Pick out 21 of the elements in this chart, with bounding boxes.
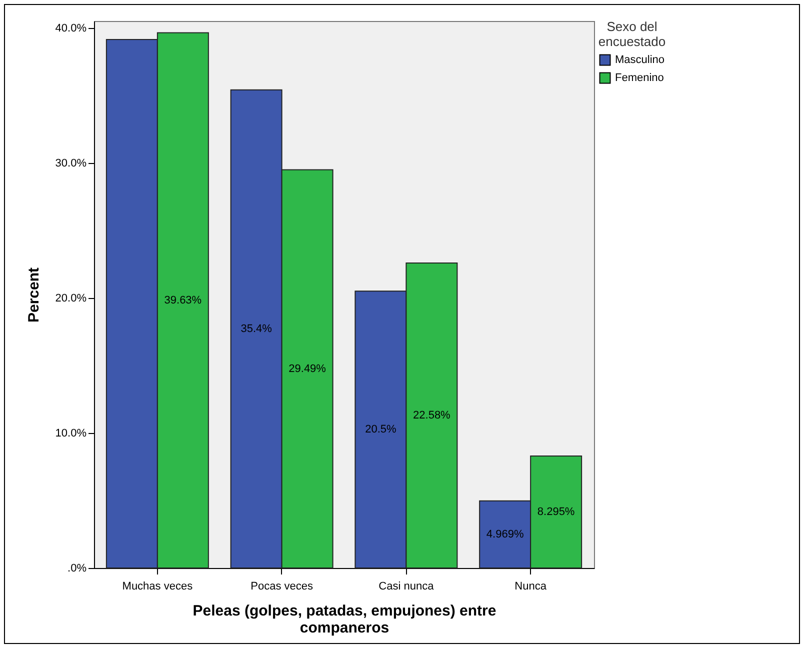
legend-title: Sexo del encuestado xyxy=(598,19,666,49)
data-label: 39.63% xyxy=(164,294,202,306)
x-tick-label: Muchas veces xyxy=(122,580,194,592)
x-tick-label: Casi nunca xyxy=(378,580,435,592)
y-tick-label: .0% xyxy=(68,562,87,574)
data-label: 20.5% xyxy=(365,424,396,436)
data-label: 8.295% xyxy=(537,506,575,518)
x-axis-title: Peleas (golpes, patadas, empujones) entre companeros xyxy=(192,602,496,636)
data-label: 4.969% xyxy=(486,528,524,540)
data-label: 22.58% xyxy=(413,410,451,422)
legend-label: Femenino xyxy=(615,72,664,84)
y-tick-label: 30.0% xyxy=(55,157,87,170)
data-label: 35.4% xyxy=(240,322,272,335)
data-label: 29.49% xyxy=(288,362,326,375)
y-tick-label: 10.0% xyxy=(55,427,87,440)
y-axis-title: Percent xyxy=(25,267,42,323)
x-tick-label: Pocas veces xyxy=(250,580,314,592)
legend-label: Masculino xyxy=(615,54,665,66)
y-tick-label: 20.0% xyxy=(55,292,87,304)
y-tick-label: 40.0% xyxy=(55,22,87,34)
x-tick-label: Nunca xyxy=(514,580,548,592)
